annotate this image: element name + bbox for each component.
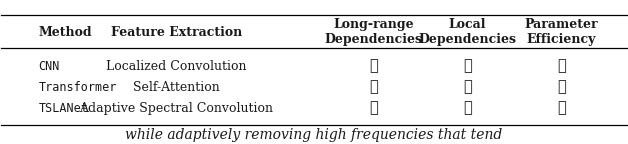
Text: Localized Convolution: Localized Convolution (106, 60, 246, 73)
Text: while adaptively removing high frequencies that tend: while adaptively removing high frequenci… (126, 128, 502, 142)
Text: ✓: ✓ (463, 59, 472, 73)
Text: ✓: ✓ (557, 101, 566, 115)
Text: ✓: ✓ (557, 59, 566, 73)
Text: Local
Dependencies: Local Dependencies (418, 18, 516, 46)
Text: Self-Attention: Self-Attention (133, 81, 220, 94)
Text: Parameter
Efficiency: Parameter Efficiency (525, 18, 598, 46)
Text: ✓: ✓ (369, 101, 378, 115)
Text: ✗: ✗ (463, 80, 472, 94)
Text: Method: Method (38, 26, 92, 39)
Text: CNN: CNN (38, 60, 60, 73)
Text: Adaptive Spectral Convolution: Adaptive Spectral Convolution (79, 102, 273, 115)
Text: ✓: ✓ (369, 80, 378, 94)
Text: ✗: ✗ (557, 80, 566, 94)
Text: ✗: ✗ (369, 59, 378, 73)
Text: Feature Extraction: Feature Extraction (111, 26, 242, 39)
Text: ✓: ✓ (463, 101, 472, 115)
Text: Transformer: Transformer (38, 81, 117, 94)
Text: TSLANet: TSLANet (38, 102, 88, 115)
Text: Long-range
Dependencies: Long-range Dependencies (325, 18, 423, 46)
